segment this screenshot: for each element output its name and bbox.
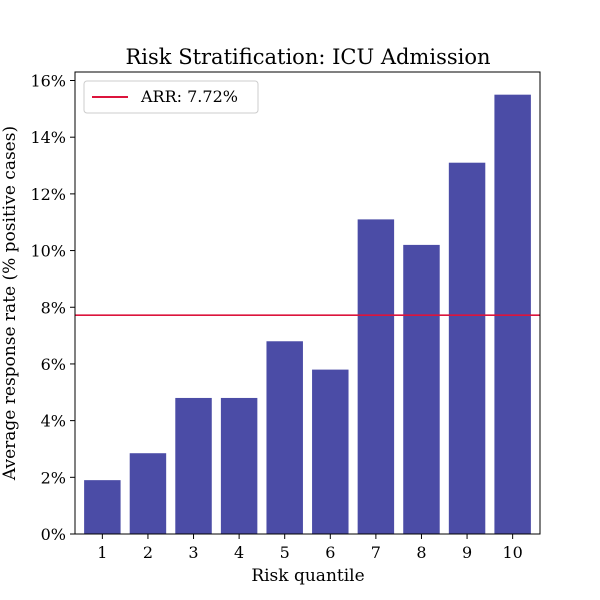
bar-5 — [266, 341, 303, 534]
plot-area: 0% 2% 4% 6% 8% 10% 12% 14% 16% 1 2 3 4 5 6 7 8 9 10 — [30, 71, 541, 562]
x-axis-title: Risk quantile — [251, 566, 364, 586]
legend-box — [83, 80, 259, 114]
x-tick-label: 1 — [97, 543, 107, 562]
bar-6 — [312, 369, 349, 534]
x-tick-label: 2 — [143, 543, 153, 562]
bar-4 — [220, 397, 258, 534]
y-tick-label: 12% — [30, 185, 66, 204]
bar-1 — [84, 480, 121, 534]
bar-7 — [357, 219, 395, 534]
bar-8 — [403, 244, 440, 535]
legend: ARR: 7.72% — [83, 80, 259, 114]
y-tick-label: 6% — [41, 355, 66, 374]
x-tick-label: 6 — [325, 543, 335, 562]
x-tick-label: 3 — [188, 543, 198, 562]
bar-2 — [129, 453, 167, 534]
y-tick-label: 8% — [41, 298, 66, 317]
y-tick-label: 0% — [41, 525, 66, 544]
chart-title: Risk Stratification: ICU Admission — [125, 45, 490, 69]
bar-3 — [175, 397, 212, 534]
y-tick-label: 16% — [30, 72, 66, 91]
bar-10 — [494, 94, 531, 535]
x-tick-label: 8 — [416, 543, 426, 562]
y-tick-label: 14% — [30, 128, 66, 147]
plot-frame — [74, 71, 541, 535]
x-tick-label: 4 — [234, 543, 244, 562]
x-tick-label: 5 — [280, 543, 290, 562]
x-tick-label: 7 — [371, 543, 381, 562]
x-tick-label: 9 — [462, 543, 472, 562]
bar-9 — [448, 162, 486, 534]
y-tick-label: 2% — [41, 468, 66, 487]
y-tick-label: 10% — [30, 242, 66, 261]
y-axis-title: Average response rate (% positive cases) — [0, 126, 20, 481]
y-tick-label: 4% — [41, 412, 66, 431]
legend-label: ARR: 7.72% — [140, 87, 238, 106]
x-tick-label: 10 — [502, 543, 522, 562]
